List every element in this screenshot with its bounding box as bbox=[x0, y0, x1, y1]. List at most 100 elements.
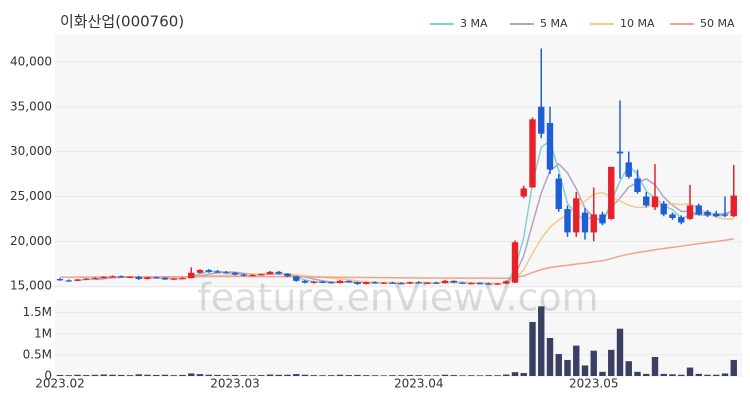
volume-bar bbox=[205, 374, 212, 376]
candle-body bbox=[100, 276, 107, 279]
volume-bar bbox=[625, 361, 632, 376]
candle-body bbox=[135, 276, 142, 280]
candle-body bbox=[704, 211, 711, 216]
watermark: feature.enViewV.com bbox=[197, 276, 598, 320]
volume-bar bbox=[529, 321, 536, 376]
candle-body bbox=[625, 162, 632, 177]
volume-bar bbox=[459, 375, 466, 376]
candle-body bbox=[293, 276, 300, 281]
volume-bar bbox=[363, 375, 370, 376]
legend-label: 10 MA bbox=[620, 17, 655, 30]
candle-body bbox=[83, 278, 90, 280]
volume-bar bbox=[669, 374, 676, 376]
candle-body bbox=[546, 122, 554, 170]
candle-body bbox=[345, 280, 352, 283]
candle-body bbox=[153, 277, 160, 279]
y-tick-label: 1.5M bbox=[23, 305, 52, 319]
volume-bar bbox=[433, 375, 440, 376]
x-tick-label: 2023.04 bbox=[394, 377, 444, 391]
volume-bar bbox=[301, 374, 309, 376]
candle-body bbox=[126, 276, 134, 278]
legend-label: 3 MA bbox=[460, 17, 488, 30]
volume-bar bbox=[109, 374, 116, 376]
volume-bar bbox=[275, 374, 282, 376]
volume-bar bbox=[293, 374, 300, 376]
candle-body bbox=[468, 283, 475, 285]
volume-bar bbox=[695, 373, 702, 376]
volume-bar bbox=[170, 375, 177, 376]
volume-bar bbox=[371, 375, 379, 376]
candle-body bbox=[450, 280, 457, 283]
candle-body bbox=[520, 188, 527, 197]
volume-bar bbox=[231, 374, 239, 376]
volume-bar bbox=[713, 374, 720, 376]
candle-body bbox=[660, 203, 667, 215]
volume-bar bbox=[520, 373, 527, 376]
candle-body bbox=[555, 178, 562, 210]
candle-body bbox=[669, 214, 676, 219]
candle-body bbox=[275, 271, 282, 274]
candle-body bbox=[118, 276, 125, 278]
candle-body bbox=[354, 282, 361, 284]
volume-bar bbox=[476, 375, 484, 376]
volume-bar bbox=[441, 374, 449, 376]
candle-body bbox=[415, 282, 422, 284]
volume-bar bbox=[196, 374, 204, 376]
candle-body bbox=[205, 270, 212, 272]
candle-body bbox=[573, 198, 580, 233]
volume-bar bbox=[126, 375, 134, 376]
candle-body bbox=[564, 209, 571, 233]
volume-bar bbox=[678, 374, 685, 376]
volume-bar bbox=[135, 374, 142, 376]
volume-bar bbox=[83, 375, 90, 376]
candle-body bbox=[319, 281, 326, 283]
volume-bar bbox=[643, 373, 650, 376]
y-tick-label: 0 bbox=[44, 369, 52, 383]
candle-body bbox=[599, 214, 606, 224]
volume-bar bbox=[56, 374, 64, 376]
volume-bar bbox=[249, 375, 256, 376]
volume-bar bbox=[240, 375, 247, 376]
volume-bar bbox=[721, 373, 729, 376]
volume-bar bbox=[704, 374, 711, 376]
candle-body bbox=[581, 212, 589, 233]
volume-bar bbox=[616, 328, 624, 376]
volume-bar bbox=[599, 371, 606, 376]
candle-body bbox=[713, 213, 720, 217]
y-tick-label: 30,000 bbox=[10, 144, 52, 158]
volume-bar bbox=[494, 375, 501, 376]
candle-body bbox=[643, 196, 650, 206]
y-tick-label: 20,000 bbox=[10, 234, 52, 248]
volume-bar bbox=[118, 374, 125, 376]
volume-bar bbox=[310, 375, 317, 376]
volume-bar bbox=[214, 374, 221, 376]
volume-bar bbox=[424, 375, 431, 376]
volume-bar bbox=[266, 374, 274, 376]
candle-body bbox=[328, 282, 335, 284]
volume-bar bbox=[144, 374, 151, 376]
volume-bar bbox=[389, 375, 396, 376]
volume-bar bbox=[546, 338, 554, 376]
volume-bar bbox=[188, 373, 195, 376]
price-panel bbox=[55, 35, 742, 288]
candle-body bbox=[179, 278, 186, 280]
candle-body bbox=[214, 271, 221, 273]
volume-bar bbox=[153, 374, 160, 376]
x-tick-label: 2023.03 bbox=[210, 377, 260, 391]
candle-body bbox=[170, 278, 177, 280]
candle-body bbox=[651, 196, 659, 208]
volume-bar bbox=[485, 375, 492, 376]
candle-body bbox=[424, 282, 431, 284]
candle-body bbox=[56, 279, 64, 281]
volume-bar bbox=[328, 375, 335, 376]
candle-body bbox=[678, 217, 685, 223]
candle-body bbox=[441, 280, 449, 284]
candle-body bbox=[529, 119, 536, 188]
candle-body bbox=[389, 282, 396, 284]
volume-bar bbox=[573, 345, 580, 376]
candle-body bbox=[721, 214, 729, 216]
volume-bar bbox=[555, 354, 562, 376]
volume-bar bbox=[503, 374, 510, 376]
candle-body bbox=[266, 271, 274, 275]
